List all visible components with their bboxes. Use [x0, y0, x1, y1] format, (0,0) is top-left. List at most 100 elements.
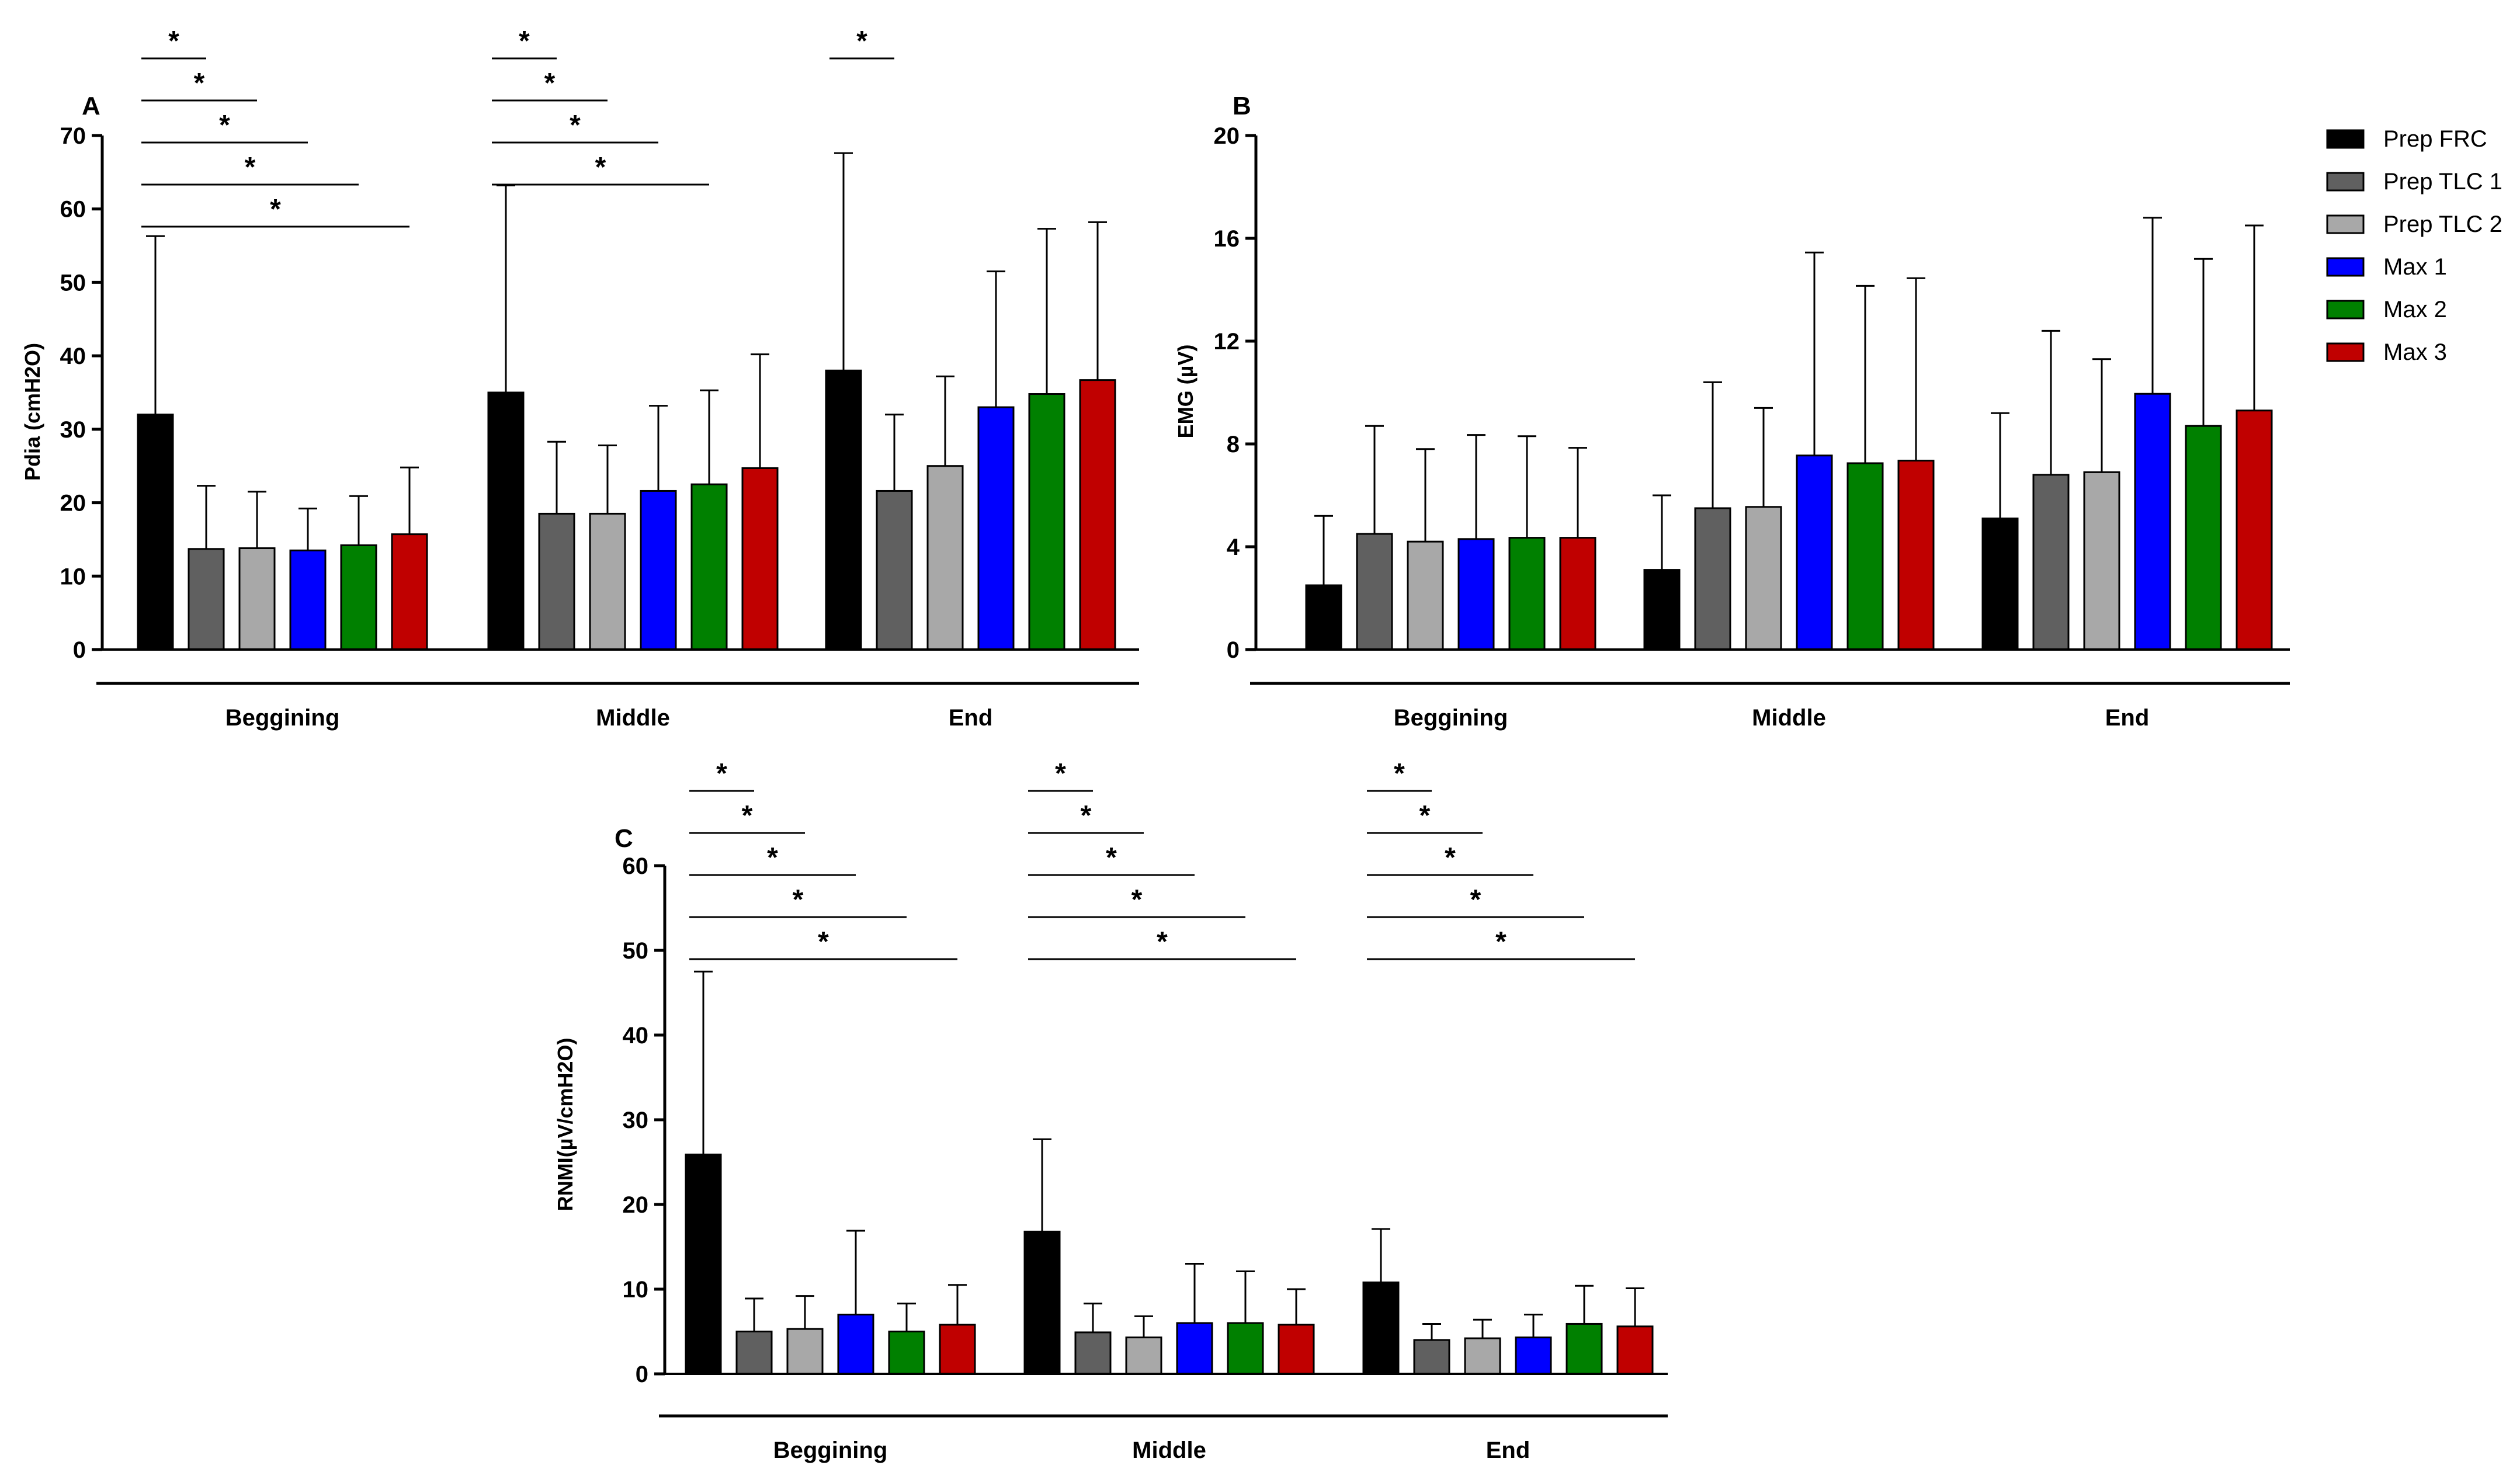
- panel-c-bar-prep-tlc-1-beggining: [735, 1331, 773, 1375]
- panel-c-significance-star: *: [1106, 842, 1117, 873]
- panel-c-category-labels: Beggining Middle End: [773, 1438, 1530, 1463]
- panel-a-category-label: Beggining: [225, 705, 340, 731]
- panel-b-y-tick-label: 0: [1227, 637, 1240, 663]
- legend-label: Max 2: [2383, 297, 2447, 322]
- panel-b-letter: B: [1233, 92, 1251, 120]
- panel-a-error-bars: [146, 152, 1107, 551]
- legend-label: Prep FRC: [2383, 126, 2487, 152]
- panel-c-y-tick-label: 10: [623, 1277, 649, 1303]
- panel-a-bar-prep-tlc-1-beggining: [188, 548, 225, 651]
- panel-a-y-tick-label: 30: [60, 417, 86, 443]
- panel-b-category-label: Middle: [1752, 705, 1826, 731]
- panel-c-bar-max-1-middle: [1176, 1322, 1213, 1375]
- panel-c-bar-prep-tlc-2-beggining: [786, 1328, 824, 1375]
- panel-c-bar-prep-tlc-2-end: [1464, 1337, 1501, 1375]
- panel-b-bar-prep-frc-middle: [1643, 569, 1681, 651]
- panel-a-significance-star: *: [519, 26, 530, 57]
- panel-c-bar-max-2-end: [1566, 1322, 1603, 1375]
- panel-a-bar-max-1-end: [977, 406, 1015, 651]
- panel-c-bar-prep-tlc-2-middle: [1125, 1336, 1162, 1375]
- panel-c-bar-prep-frc-beggining: [685, 1153, 722, 1375]
- panel-c-significance-star: *: [1445, 842, 1456, 873]
- panel-a-y-tick-label: 60: [60, 197, 86, 223]
- panel-a-bar-max-2-end: [1028, 393, 1065, 651]
- panel-a-bar-prep-tlc-2-beggining: [238, 547, 276, 651]
- panel-b-bar-max-1-middle: [1796, 454, 1833, 651]
- panel-b-bar-max-3-beggining: [1559, 537, 1596, 651]
- panel-b-bar-prep-tlc-2-beggining: [1407, 540, 1444, 651]
- panel-a-bar-max-3-end: [1079, 379, 1116, 651]
- panel-c-significance-star: *: [793, 884, 804, 915]
- panel-a-significance-star: *: [595, 152, 606, 183]
- panel-a-bar-prep-tlc-1-end: [876, 489, 913, 651]
- panel-a-bar-max-3-beggining: [391, 533, 428, 651]
- panel-a-y-tick-label: 40: [60, 343, 86, 369]
- panel-a-significance-star: *: [856, 26, 867, 57]
- panel-a-category-label: End: [949, 705, 993, 731]
- panel-a-bar-prep-tlc-1-middle: [538, 512, 575, 651]
- panel-a-y-tick-label: 10: [60, 564, 86, 589]
- panel-b-category-label: End: [2105, 705, 2150, 731]
- panel-c-error-bars: [694, 970, 1644, 1340]
- panel-b-bar-prep-tlc-1-middle: [1694, 507, 1731, 651]
- panel-b-bar-max-1-beggining: [1457, 538, 1495, 651]
- panel-c-bar-max-3-middle: [1278, 1324, 1315, 1375]
- panel-a-significance-star: *: [194, 68, 205, 99]
- panel-b-bar-prep-tlc-1-end: [2032, 474, 2070, 651]
- panel-c-y-tick-label: 50: [623, 938, 649, 964]
- panel-c-axes: [659, 866, 1668, 1418]
- panel-a-significance: * * * * * * * * * *: [141, 26, 894, 228]
- panel-b-y-tick-label: 8: [1227, 432, 1240, 457]
- panel-a-y-tick-label: 50: [60, 270, 86, 296]
- panel-c-significance-star: *: [818, 926, 829, 957]
- legend-swatch: [2326, 300, 2365, 320]
- panel-c-y-tick-label: 60: [623, 853, 649, 879]
- panel-a-y-axis-title: Pdia (cmH2O): [20, 343, 44, 481]
- panel-c-y-tick-label: 20: [623, 1192, 649, 1218]
- panel-a-bar-max-2-middle: [690, 483, 728, 651]
- panel-c-bar-max-1-beggining: [837, 1314, 874, 1375]
- panel-c-significance-star: *: [1394, 758, 1405, 789]
- panel-b-y-tick-label: 20: [1214, 123, 1240, 149]
- panel-c-bar-max-3-end: [1616, 1325, 1654, 1375]
- panel-b-bar-prep-tlc-1-beggining: [1356, 533, 1393, 651]
- panel-c-bar-prep-tlc-1-end: [1413, 1339, 1450, 1375]
- panel-b-y-tick-label: 4: [1227, 534, 1240, 560]
- panel-a-bar-prep-frc-end: [825, 369, 862, 651]
- panel-c-bar-max-1-end: [1515, 1336, 1552, 1375]
- panel-a-bar-max-3-middle: [741, 467, 779, 651]
- panel-c-significance-star: *: [767, 842, 778, 873]
- panel-c-significance-star: *: [1081, 800, 1092, 831]
- panel-a-bar-max-2-beggining: [340, 544, 377, 651]
- panel-c-significance-star: *: [716, 758, 727, 789]
- legend-swatch: [2326, 257, 2365, 277]
- panel-a-letter: A: [82, 92, 100, 120]
- panel-a-category-labels: Beggining Middle End: [225, 705, 993, 731]
- panel-c-y-tick-label: 40: [623, 1023, 649, 1049]
- panel-c-y-tick-label: 0: [636, 1362, 648, 1387]
- panel-b-axes: [1250, 136, 2290, 685]
- panel-a-significance-star: *: [168, 26, 179, 57]
- legend-swatch: [2326, 342, 2365, 362]
- panel-a-bar-prep-frc-middle: [487, 391, 525, 651]
- panel-c-bar-max-2-beggining: [888, 1331, 925, 1375]
- panel-c-significance: * * * * * * * * * * * * * * *: [689, 758, 1635, 960]
- legend-label: Prep TLC 2: [2383, 211, 2502, 237]
- panel-c-significance-star: *: [1131, 884, 1143, 915]
- panel-a-bar-max-1-beggining: [289, 549, 327, 651]
- panel-a-significance-star: *: [245, 152, 256, 183]
- legend-label: Max 1: [2383, 254, 2447, 280]
- panel-b-y-tick-label: 12: [1214, 329, 1240, 355]
- panel-c-significance-star: *: [742, 800, 753, 831]
- panel-a-y-tick-label: 0: [73, 637, 86, 663]
- panel-c-category-label: End: [1486, 1438, 1530, 1463]
- panel-c-significance-star: *: [1055, 758, 1066, 789]
- panel-c-bar-max-3-beggining: [939, 1324, 976, 1375]
- panel-a-significance-star: *: [219, 110, 230, 141]
- panel-c-significance-star: *: [1495, 926, 1507, 957]
- panel-a-y-tick-label: 20: [60, 491, 86, 516]
- panel-b-category-labels: Beggining Middle End: [1394, 705, 2150, 731]
- panel-c-y-ticks: 0 10 20 30 40 50 60: [623, 853, 665, 1387]
